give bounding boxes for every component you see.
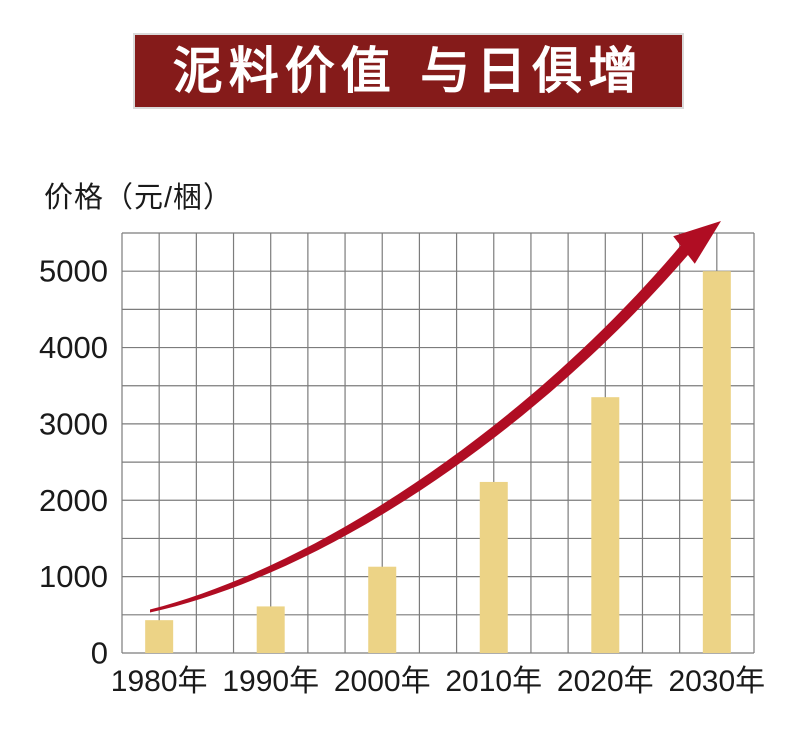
y-tick-label: 4000 [39,330,108,365]
y-tick-label: 1000 [39,559,108,594]
bar-2010年 [479,481,508,653]
banner-title: 泥料价值 与日俱增 [172,41,645,100]
bar-2000年 [368,566,397,653]
y-tick-label: 2000 [39,483,108,518]
y-tick-label: 5000 [39,254,108,289]
x-tick-label: 1990年 [222,665,319,698]
bar-1990年 [256,606,285,653]
x-tick-label: 1980年 [111,665,208,698]
y-tick-label: 0 [91,636,108,671]
x-tick-label: 2010年 [445,665,542,698]
y-tick-label: 3000 [39,406,108,441]
bar-2030年 [702,271,731,653]
trend-arrow-head [673,221,721,264]
bar-2020年 [591,397,620,653]
x-tick-label: 2020年 [557,665,654,698]
x-tick-label: 2030年 [668,665,765,698]
y-axis-title: 价格（元/梱） [44,182,234,214]
x-tick-label: 2000年 [334,665,431,698]
bar-1980年 [145,620,174,653]
title-banner: 泥料价值 与日俱增 [135,35,682,107]
